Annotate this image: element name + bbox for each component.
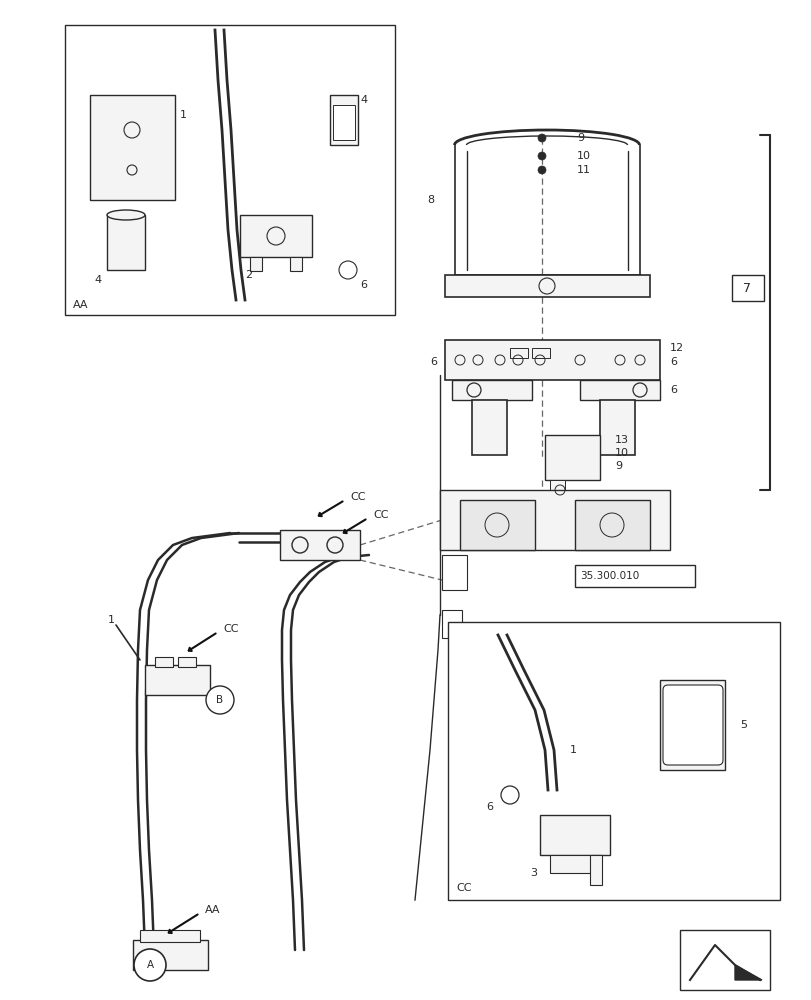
Bar xyxy=(574,500,649,550)
Text: 3: 3 xyxy=(530,868,536,878)
FancyBboxPatch shape xyxy=(663,685,722,765)
Text: CC: CC xyxy=(372,510,388,520)
Bar xyxy=(139,930,200,942)
Text: 6: 6 xyxy=(430,357,436,367)
Text: 35.300.010: 35.300.010 xyxy=(579,571,638,581)
Bar xyxy=(731,275,763,301)
Text: 8: 8 xyxy=(427,195,434,205)
Bar xyxy=(441,610,461,638)
Text: B: B xyxy=(217,695,223,705)
Text: CC: CC xyxy=(223,624,238,634)
Text: 6: 6 xyxy=(359,280,367,290)
Text: 5: 5 xyxy=(739,720,746,730)
Bar xyxy=(65,25,394,315)
Text: 12: 12 xyxy=(669,343,684,353)
Text: 9: 9 xyxy=(614,461,621,471)
Text: CC: CC xyxy=(456,883,471,893)
Text: 9: 9 xyxy=(577,133,583,143)
Bar xyxy=(444,340,659,380)
Text: 6: 6 xyxy=(669,385,676,395)
Bar xyxy=(329,95,358,145)
Bar xyxy=(531,348,549,358)
Text: 13: 13 xyxy=(614,435,629,445)
Text: 4: 4 xyxy=(95,275,102,285)
Bar xyxy=(448,622,779,900)
Text: 6: 6 xyxy=(669,357,676,367)
Bar xyxy=(444,275,649,297)
Bar xyxy=(544,435,599,480)
Bar xyxy=(145,665,210,695)
Bar xyxy=(539,815,609,855)
Bar xyxy=(440,490,669,550)
Bar xyxy=(471,400,506,455)
Text: 10: 10 xyxy=(614,448,629,458)
Bar xyxy=(290,257,302,271)
Bar xyxy=(590,855,601,885)
Polygon shape xyxy=(734,965,761,980)
Text: 1: 1 xyxy=(569,745,577,755)
Text: 1: 1 xyxy=(180,110,187,120)
Bar xyxy=(659,680,724,770)
Text: A: A xyxy=(146,960,153,970)
Text: 6: 6 xyxy=(486,802,492,812)
Bar xyxy=(441,555,466,590)
Text: 10: 10 xyxy=(577,151,590,161)
Bar xyxy=(549,480,564,490)
Text: 2: 2 xyxy=(245,270,251,280)
Bar xyxy=(460,500,534,550)
Circle shape xyxy=(206,686,234,714)
Text: 1: 1 xyxy=(108,615,115,625)
Circle shape xyxy=(538,152,545,160)
Bar xyxy=(452,380,531,400)
Bar xyxy=(599,400,634,455)
Circle shape xyxy=(538,134,545,142)
Text: AA: AA xyxy=(73,300,88,310)
Text: AA: AA xyxy=(204,905,221,915)
Text: 7: 7 xyxy=(742,282,750,294)
Text: 4: 4 xyxy=(359,95,367,105)
Text: CC: CC xyxy=(350,492,365,502)
Bar xyxy=(333,105,354,140)
Bar xyxy=(574,565,694,587)
Bar xyxy=(90,95,175,200)
Bar xyxy=(280,530,359,560)
Bar xyxy=(509,348,527,358)
Bar xyxy=(250,257,262,271)
Bar xyxy=(133,940,208,970)
Bar xyxy=(178,657,195,667)
Text: 11: 11 xyxy=(577,165,590,175)
Bar xyxy=(679,930,769,990)
Ellipse shape xyxy=(107,210,145,220)
Bar xyxy=(155,657,173,667)
Bar xyxy=(579,380,659,400)
Circle shape xyxy=(538,166,545,174)
Bar xyxy=(107,215,145,270)
Bar xyxy=(549,855,599,873)
Bar xyxy=(240,215,311,257)
Circle shape xyxy=(134,949,165,981)
